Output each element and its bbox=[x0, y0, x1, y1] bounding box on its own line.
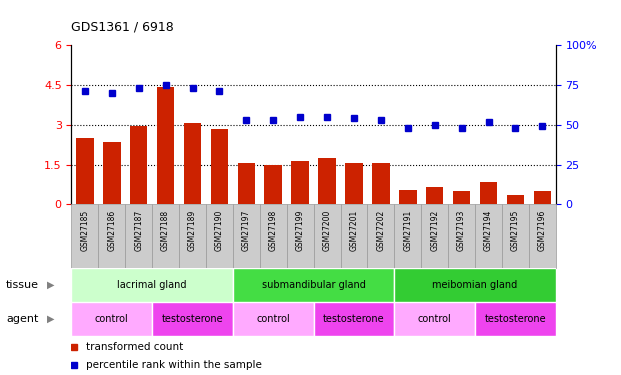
Bar bbox=[71, 204, 98, 268]
Text: testosterone: testosterone bbox=[484, 314, 546, 324]
Bar bbox=[533, 191, 551, 204]
Bar bbox=[71, 302, 152, 336]
Bar bbox=[152, 204, 179, 268]
Bar bbox=[260, 204, 287, 268]
Text: GSM27200: GSM27200 bbox=[322, 210, 332, 251]
Bar bbox=[291, 160, 309, 204]
Text: testosterone: testosterone bbox=[323, 314, 385, 324]
Bar bbox=[529, 204, 556, 268]
Text: GSM27188: GSM27188 bbox=[161, 210, 170, 251]
Bar bbox=[152, 302, 233, 336]
Text: ▶: ▶ bbox=[47, 314, 54, 324]
Bar bbox=[206, 204, 233, 268]
Bar bbox=[394, 302, 475, 336]
Text: GSM27198: GSM27198 bbox=[269, 210, 278, 251]
Text: percentile rank within the sample: percentile rank within the sample bbox=[86, 360, 262, 370]
Text: GSM27191: GSM27191 bbox=[403, 210, 412, 251]
Bar bbox=[421, 204, 448, 268]
Text: lacrimal gland: lacrimal gland bbox=[117, 280, 187, 290]
Bar bbox=[179, 204, 206, 268]
Bar bbox=[233, 302, 314, 336]
Bar bbox=[184, 123, 201, 204]
Bar bbox=[480, 182, 497, 204]
Text: ▶: ▶ bbox=[47, 280, 54, 290]
Text: GSM27202: GSM27202 bbox=[376, 210, 386, 251]
Text: control: control bbox=[418, 314, 451, 324]
Text: tissue: tissue bbox=[6, 280, 39, 290]
Bar bbox=[368, 204, 394, 268]
Bar bbox=[475, 302, 556, 336]
Text: GSM27199: GSM27199 bbox=[296, 210, 305, 251]
Text: submandibular gland: submandibular gland bbox=[261, 280, 366, 290]
Text: GSM27196: GSM27196 bbox=[538, 210, 547, 251]
Bar bbox=[287, 204, 314, 268]
Bar bbox=[319, 158, 336, 204]
Bar bbox=[502, 204, 529, 268]
Bar bbox=[157, 87, 175, 204]
Text: testosterone: testosterone bbox=[161, 314, 224, 324]
Text: control: control bbox=[95, 314, 129, 324]
Text: GSM27201: GSM27201 bbox=[350, 210, 358, 251]
Text: GSM27194: GSM27194 bbox=[484, 210, 493, 251]
Bar bbox=[448, 204, 475, 268]
Bar bbox=[372, 163, 389, 204]
Text: GSM27185: GSM27185 bbox=[80, 210, 89, 251]
Text: GSM27193: GSM27193 bbox=[457, 210, 466, 251]
Bar bbox=[103, 142, 120, 204]
Bar bbox=[340, 204, 368, 268]
Text: GSM27192: GSM27192 bbox=[430, 210, 439, 251]
Bar bbox=[507, 195, 524, 204]
Bar bbox=[233, 204, 260, 268]
Text: GSM27190: GSM27190 bbox=[215, 210, 224, 251]
Bar bbox=[394, 204, 421, 268]
Text: control: control bbox=[256, 314, 290, 324]
Bar bbox=[233, 268, 394, 302]
Text: GSM27197: GSM27197 bbox=[242, 210, 251, 251]
Text: GDS1361 / 6918: GDS1361 / 6918 bbox=[71, 21, 174, 34]
Text: GSM27195: GSM27195 bbox=[511, 210, 520, 251]
Bar bbox=[265, 165, 282, 204]
Text: meibomian gland: meibomian gland bbox=[432, 280, 518, 290]
Bar bbox=[475, 204, 502, 268]
Bar bbox=[76, 138, 94, 204]
Bar bbox=[71, 268, 233, 302]
Text: transformed count: transformed count bbox=[86, 342, 183, 352]
Bar bbox=[453, 191, 470, 204]
Bar bbox=[399, 190, 417, 204]
Bar bbox=[345, 163, 363, 204]
Bar bbox=[238, 163, 255, 204]
Bar bbox=[314, 204, 340, 268]
Bar bbox=[130, 126, 147, 204]
Bar bbox=[125, 204, 152, 268]
Bar bbox=[211, 129, 228, 204]
Text: agent: agent bbox=[6, 314, 39, 324]
Bar bbox=[98, 204, 125, 268]
Text: GSM27187: GSM27187 bbox=[134, 210, 143, 251]
Bar bbox=[426, 187, 443, 204]
Text: GSM27189: GSM27189 bbox=[188, 210, 197, 251]
Bar bbox=[314, 302, 394, 336]
Bar bbox=[394, 268, 556, 302]
Text: GSM27186: GSM27186 bbox=[107, 210, 116, 251]
